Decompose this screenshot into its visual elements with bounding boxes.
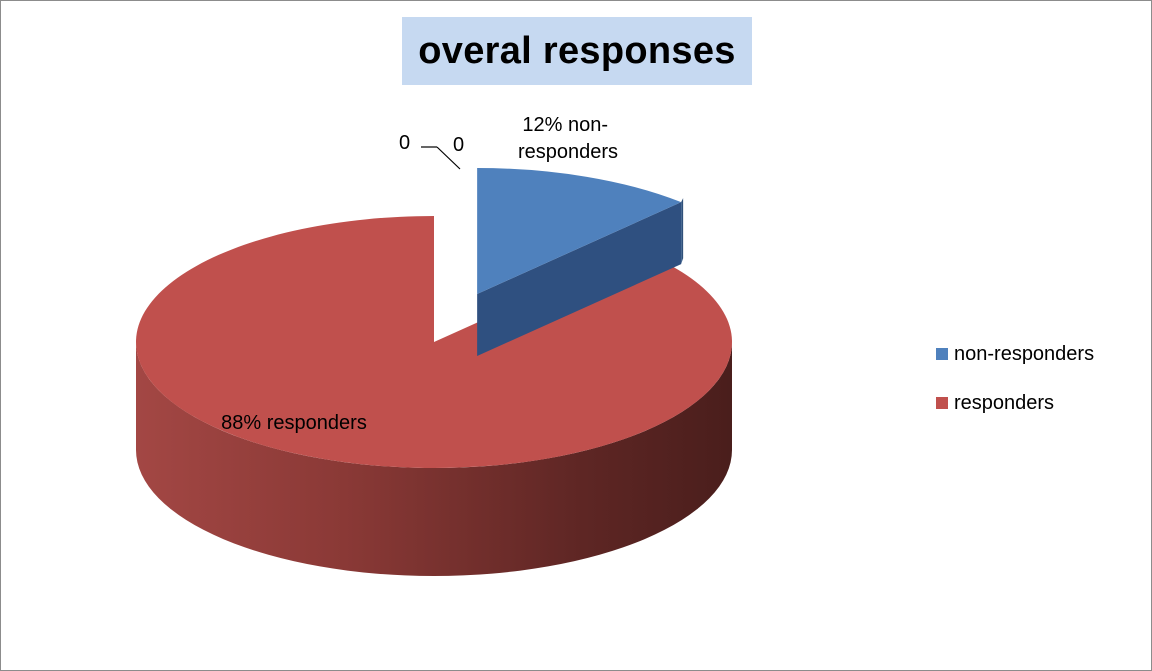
data-label-non-responders: 12% non- responders <box>518 114 618 163</box>
pie-slice-responders-side <box>136 342 732 576</box>
chart-title: overal responses <box>418 29 736 72</box>
legend-item-responders: responders <box>936 390 1146 416</box>
pie-slice-non-responders <box>477 168 682 294</box>
zero-label-leader-diagonal <box>436 146 461 170</box>
data-label-responders: 88% responders <box>221 412 367 434</box>
data-label-non-responders-line1: 12% non- <box>522 114 608 136</box>
legend-swatch-responders <box>936 397 948 409</box>
data-label-non-responders-line2: responders <box>518 141 618 163</box>
chart-title-box: overal responses <box>402 17 752 85</box>
data-label-zero-b: 0 <box>453 134 464 156</box>
legend-label-non-responders: non-responders <box>954 342 1095 365</box>
pie-slice-non-responders-wall <box>477 202 682 356</box>
pie-slice-non-responders-side <box>681 198 684 265</box>
legend-swatch-non-responders <box>936 348 948 360</box>
legend: non-responders responders <box>936 341 1146 439</box>
legend-item-non-responders: non-responders <box>936 341 1146 367</box>
legend-label-responders: responders <box>954 391 1055 414</box>
data-label-zero-a: 0 <box>399 132 410 154</box>
